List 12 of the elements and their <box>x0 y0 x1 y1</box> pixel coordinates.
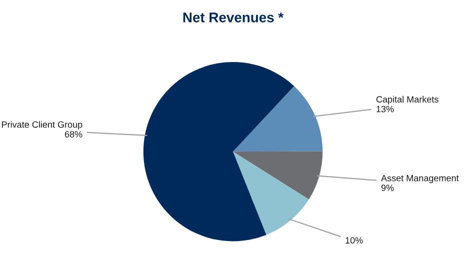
data-label: 10% <box>346 237 363 244</box>
data-label: 9% <box>381 184 394 192</box>
pie-slice <box>233 152 309 235</box>
pie-slice <box>233 151 323 200</box>
pie-slice <box>233 86 323 152</box>
data-label: 13% <box>376 106 394 112</box>
chart-title: Net Revenues * <box>183 12 284 22</box>
slice-label: Private Client Group <box>2 121 82 130</box>
slice-label: Asset Management <box>381 174 459 184</box>
slice-label: Capital Markets <box>376 96 438 104</box>
data-label: 68% <box>64 131 82 138</box>
pie-slice <box>143 62 294 242</box>
